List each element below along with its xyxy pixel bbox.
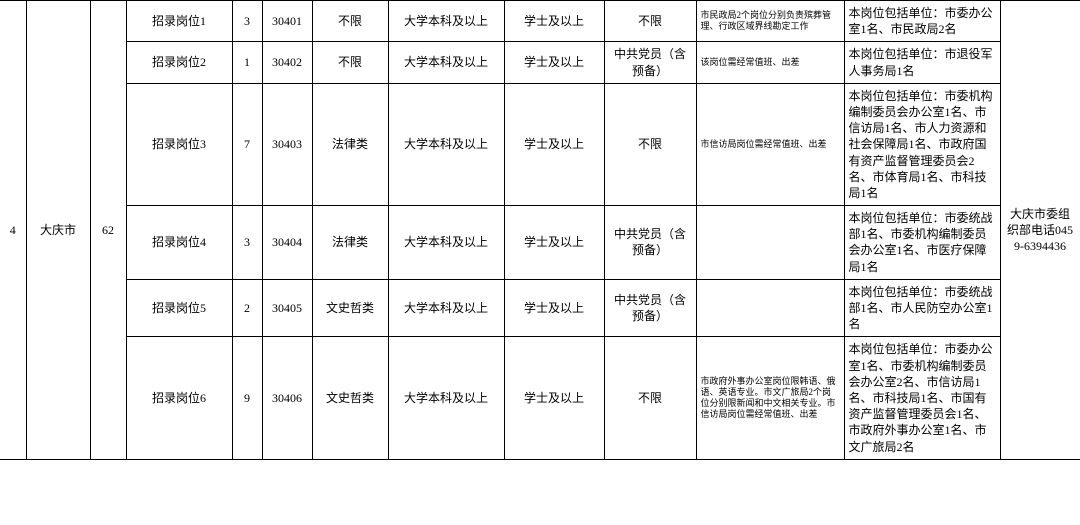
cell-edu: 大学本科及以上 <box>388 83 504 205</box>
cell-units: 本岗位包括单位：市委统战部1名、市人民防空办公室1名 <box>844 279 1000 337</box>
cell-note: 市民政局2个岗位分别负责殡葬管理、行政区域界线勘定工作 <box>696 1 844 42</box>
cell-edu: 大学本科及以上 <box>388 279 504 337</box>
cell-note <box>696 279 844 337</box>
cell-major: 法律类 <box>312 83 388 205</box>
cell-count: 62 <box>90 1 126 460</box>
cell-edu: 大学本科及以上 <box>388 337 504 459</box>
cell-post: 招录岗位2 <box>126 42 232 83</box>
cell-politics: 不限 <box>604 337 696 459</box>
cell-edu: 大学本科及以上 <box>388 42 504 83</box>
cell-degree: 学士及以上 <box>504 206 604 280</box>
cell-post: 招录岗位3 <box>126 83 232 205</box>
cell-note: 该岗位需经常值班、出差 <box>696 42 844 83</box>
cell-degree: 学士及以上 <box>504 337 604 459</box>
cell-num: 1 <box>232 42 262 83</box>
cell-units: 本岗位包括单位：市委机构编制委员会办公室1名、市信访局1名、市人力资源和社会保障… <box>844 83 1000 205</box>
cell-degree: 学士及以上 <box>504 279 604 337</box>
cell-major: 不限 <box>312 42 388 83</box>
cell-note: 市信访局岗位需经常值班、出差 <box>696 83 844 205</box>
cell-politics: 不限 <box>604 83 696 205</box>
cell-code: 30404 <box>262 206 312 280</box>
table-row: 4 大庆市 62 招录岗位1 3 30401 不限 大学本科及以上 学士及以上 … <box>0 1 1080 42</box>
cell-units: 本岗位包括单位：市委统战部1名、市委机构编制委员会办公室1名、市医疗保障局1名 <box>844 206 1000 280</box>
cell-politics: 不限 <box>604 1 696 42</box>
cell-num: 3 <box>232 1 262 42</box>
cell-major: 法律类 <box>312 206 388 280</box>
cell-politics: 中共党员（含预备） <box>604 206 696 280</box>
cell-degree: 学士及以上 <box>504 83 604 205</box>
cell-city: 大庆市 <box>26 1 90 460</box>
cell-note <box>696 206 844 280</box>
cell-post: 招录岗位1 <box>126 1 232 42</box>
table-row: 招录岗位2 1 30402 不限 大学本科及以上 学士及以上 中共党员（含预备）… <box>0 42 1080 83</box>
cell-num: 7 <box>232 83 262 205</box>
table-row: 招录岗位5 2 30405 文史哲类 大学本科及以上 学士及以上 中共党员（含预… <box>0 279 1080 337</box>
cell-code: 30405 <box>262 279 312 337</box>
cell-code: 30401 <box>262 1 312 42</box>
cell-edu: 大学本科及以上 <box>388 1 504 42</box>
cell-post: 招录岗位4 <box>126 206 232 280</box>
cell-code: 30406 <box>262 337 312 459</box>
cell-politics: 中共党员（含预备） <box>604 279 696 337</box>
cell-code: 30402 <box>262 42 312 83</box>
cell-edu: 大学本科及以上 <box>388 206 504 280</box>
cell-num: 9 <box>232 337 262 459</box>
table-row: 招录岗位6 9 30406 文史哲类 大学本科及以上 学士及以上 不限 市政府外… <box>0 337 1080 459</box>
table-row: 招录岗位4 3 30404 法律类 大学本科及以上 学士及以上 中共党员（含预备… <box>0 206 1080 280</box>
cell-seq: 4 <box>0 1 26 460</box>
cell-num: 3 <box>232 206 262 280</box>
cell-units: 本岗位包括单位：市委办公室1名、市委机构编制委员会办公室2名、市信访局1名、市科… <box>844 337 1000 459</box>
cell-politics: 中共党员（含预备） <box>604 42 696 83</box>
table-row: 招录岗位3 7 30403 法律类 大学本科及以上 学士及以上 不限 市信访局岗… <box>0 83 1080 205</box>
cell-note: 市政府外事办公室岗位限韩语、俄语、英语专业。市文广旅局2个岗位分别限新闻和中文相… <box>696 337 844 459</box>
cell-post: 招录岗位6 <box>126 337 232 459</box>
cell-units: 本岗位包括单位：市退役军人事务局1名 <box>844 42 1000 83</box>
cell-degree: 学士及以上 <box>504 42 604 83</box>
cell-major: 文史哲类 <box>312 337 388 459</box>
cell-major: 不限 <box>312 1 388 42</box>
cell-num: 2 <box>232 279 262 337</box>
cell-degree: 学士及以上 <box>504 1 604 42</box>
cell-post: 招录岗位5 <box>126 279 232 337</box>
cell-major: 文史哲类 <box>312 279 388 337</box>
cell-code: 30403 <box>262 83 312 205</box>
cell-contact: 大庆市委组织部电话0459-6394436 <box>1000 1 1080 460</box>
cell-units: 本岗位包括单位：市委办公室1名、市民政局2名 <box>844 1 1000 42</box>
recruitment-table: 4 大庆市 62 招录岗位1 3 30401 不限 大学本科及以上 学士及以上 … <box>0 0 1080 460</box>
